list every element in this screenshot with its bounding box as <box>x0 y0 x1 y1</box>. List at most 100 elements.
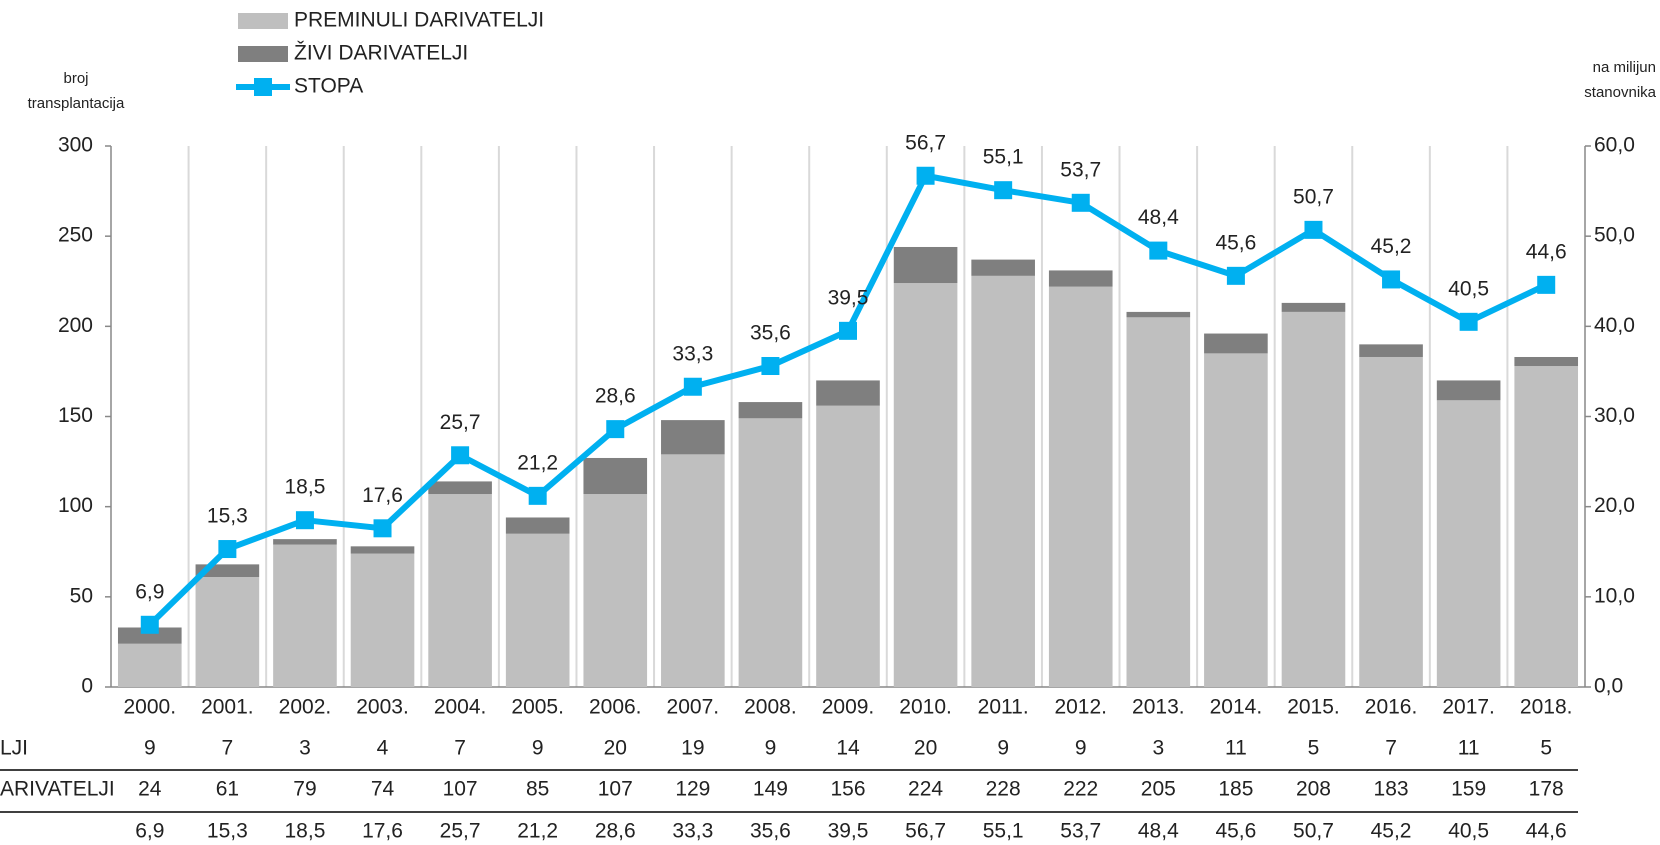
data-label: 56,7 <box>905 131 946 154</box>
bar-segment <box>1126 311 1191 318</box>
line-marker <box>1304 220 1323 239</box>
table-cell: 21,2 <box>517 820 558 843</box>
data-label: 40,5 <box>1448 277 1489 300</box>
y-tick-label: 300 <box>58 134 93 157</box>
table-row-label: ARIVATELJI <box>0 778 115 801</box>
bar-segment <box>1436 400 1501 687</box>
x-tick-label: 2016. <box>1365 696 1418 719</box>
table-cell: 107 <box>598 778 633 801</box>
data-label: 44,6 <box>1526 240 1567 263</box>
table-cell: 18,5 <box>285 820 326 843</box>
table-cell: 9 <box>1075 737 1087 760</box>
table-cell: 48,4 <box>1138 820 1179 843</box>
data-label: 21,2 <box>517 451 558 474</box>
table-cell: 228 <box>986 778 1021 801</box>
table-cell: 85 <box>526 778 549 801</box>
table-cell: 19 <box>681 737 704 760</box>
table-cell: 35,6 <box>750 820 791 843</box>
table-cell: 61 <box>216 778 239 801</box>
bar-segment <box>1359 344 1423 357</box>
line-marker <box>761 357 780 376</box>
table-cell: 53,7 <box>1060 820 1101 843</box>
table-cell: 20 <box>914 737 937 760</box>
line-marker <box>606 420 625 439</box>
y-tick-label: 50 <box>70 584 93 607</box>
table-cell: 205 <box>1141 778 1176 801</box>
bar-segment <box>1514 356 1579 367</box>
line-marker <box>218 540 237 559</box>
y2-axis-title: na milijun <box>1593 59 1656 76</box>
table-cell: 24 <box>138 778 162 801</box>
table-cell: 107 <box>443 778 478 801</box>
bar-segment <box>117 627 182 644</box>
table-cell: 56,7 <box>905 820 946 843</box>
y-tick-label: 250 <box>58 224 93 247</box>
line-marker <box>839 321 857 340</box>
line-marker <box>451 446 470 465</box>
data-label: 28,6 <box>595 385 636 408</box>
legend-label: ŽIVI DARIVATELJI <box>294 42 468 65</box>
bar-segment <box>428 494 492 687</box>
line-marker <box>683 377 702 396</box>
table-cell: 178 <box>1529 778 1564 801</box>
data-label: 48,4 <box>1138 206 1179 229</box>
bar-segment <box>117 643 182 687</box>
y2-tick-label: 40,0 <box>1594 314 1635 337</box>
line-marker <box>1149 241 1168 260</box>
x-tick-label: 2004. <box>434 696 487 719</box>
table-cell: 149 <box>753 778 788 801</box>
legend-swatch <box>238 46 288 62</box>
legend-marker <box>254 78 272 96</box>
table-cell: 45,2 <box>1371 820 1412 843</box>
table-cell: 3 <box>1152 737 1164 760</box>
table-cell: 208 <box>1296 778 1331 801</box>
data-label: 15,3 <box>207 505 248 528</box>
bar-segment <box>738 402 803 419</box>
table-cell: 222 <box>1063 778 1098 801</box>
table-cell: 185 <box>1218 778 1253 801</box>
data-label: 55,1 <box>983 146 1024 169</box>
table-cell: 7 <box>222 737 234 760</box>
x-tick-label: 2006. <box>589 696 642 719</box>
bar-segment <box>893 246 958 284</box>
bar-segment <box>1048 286 1113 687</box>
line-marker <box>373 519 392 538</box>
data-label: 39,5 <box>828 286 869 309</box>
bar-segment <box>273 539 337 545</box>
table-cell: 3 <box>299 737 311 760</box>
line-marker <box>1537 275 1556 294</box>
table-cell: 5 <box>1540 737 1552 760</box>
bar-segment <box>1514 366 1579 687</box>
table-cell: 79 <box>293 778 316 801</box>
table-cell: 28,6 <box>595 820 636 843</box>
data-label: 25,7 <box>440 411 481 434</box>
table-cell: 7 <box>454 737 466 760</box>
bar-segment <box>350 553 415 687</box>
bar-segment <box>816 380 880 406</box>
data-label: 35,6 <box>750 322 791 345</box>
bar-segment <box>273 544 337 687</box>
bar-segment <box>738 418 803 687</box>
y-tick-label: 100 <box>58 494 93 517</box>
table-cell: 55,1 <box>983 820 1024 843</box>
bar-segment <box>583 457 648 495</box>
table-cell: 9 <box>532 737 544 760</box>
y2-axis-title: stanovnika <box>1584 84 1656 101</box>
table-cell: 33,3 <box>672 820 713 843</box>
line-marker <box>1071 193 1090 212</box>
y-axis-title: broj <box>63 70 88 87</box>
y2-tick-label: 60,0 <box>1594 134 1635 157</box>
line-marker <box>140 615 159 634</box>
x-tick-label: 2008. <box>744 696 797 719</box>
table-cell: 6,9 <box>135 820 164 843</box>
bar-segment <box>1281 302 1346 312</box>
x-tick-label: 2018. <box>1520 696 1573 719</box>
table-cell: 4 <box>377 737 389 760</box>
bar-segment <box>1436 380 1501 401</box>
legend-swatch <box>238 13 288 29</box>
line-marker <box>994 181 1013 200</box>
table-cell: 11 <box>1225 737 1247 760</box>
table-cell: 183 <box>1374 778 1409 801</box>
legend-label: STOPA <box>294 75 363 98</box>
bar-segment <box>1048 270 1113 287</box>
